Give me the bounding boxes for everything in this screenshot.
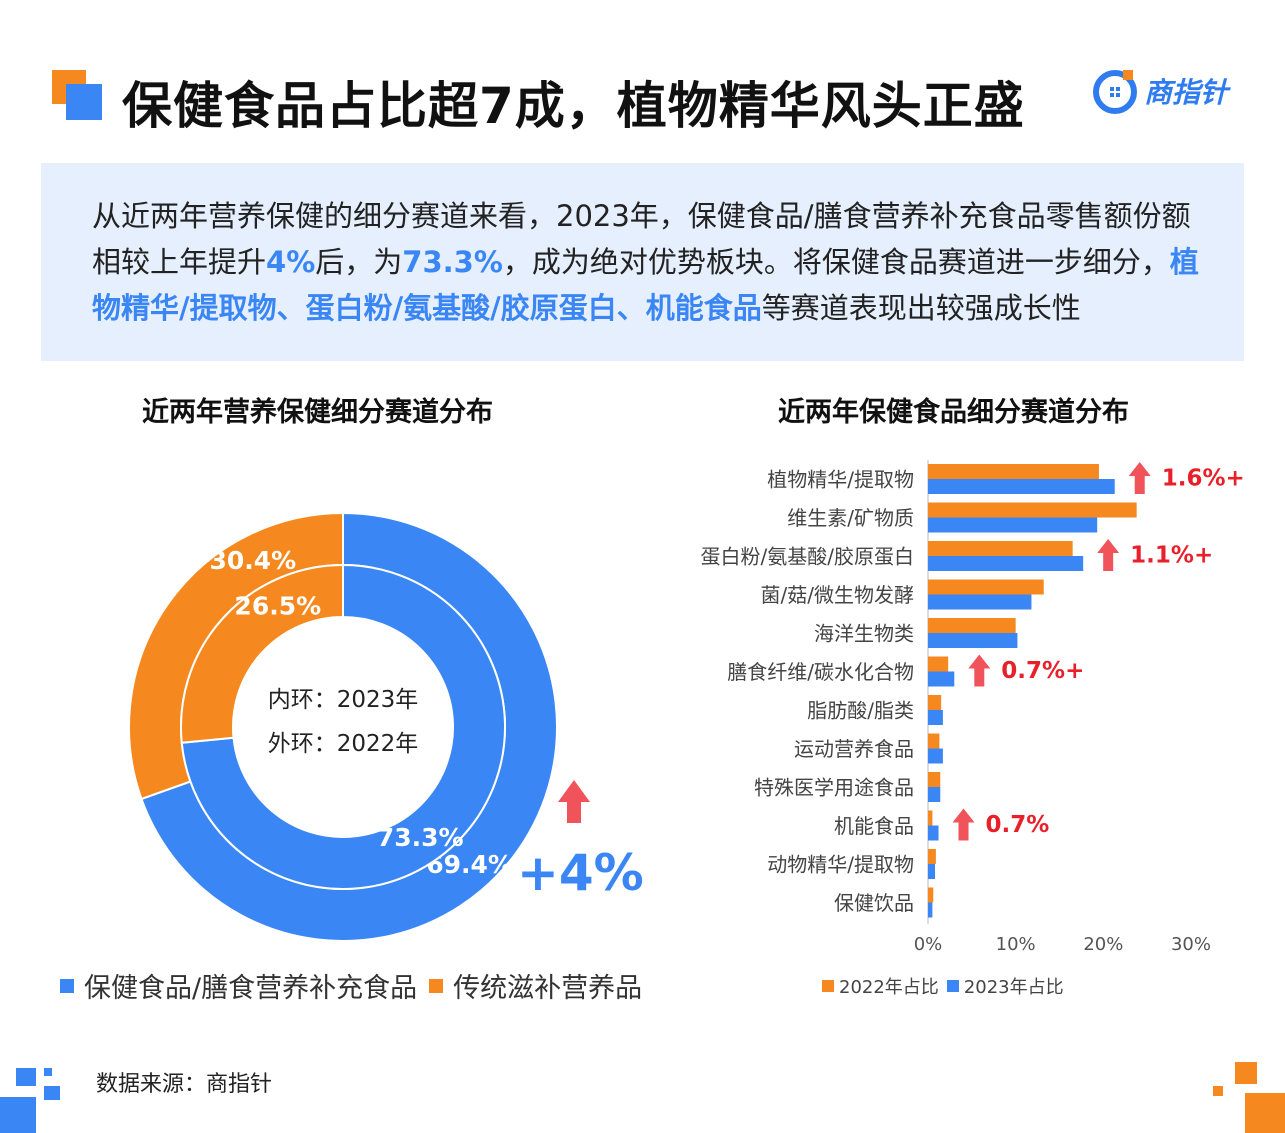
category-label: 植物精华/提取物	[767, 468, 914, 492]
donut-center-label: 内环：2023年	[268, 687, 419, 713]
corner-decoration	[44, 1086, 60, 1100]
summary-part: 等赛道表现出较强成长性	[761, 291, 1081, 325]
bar-2022	[928, 541, 1073, 556]
category-label: 保健饮品	[834, 891, 914, 915]
growth-annotation: 1.1%+	[1130, 543, 1213, 569]
bar-2023	[928, 902, 933, 918]
summary-part: 从近两年营养保健的细分赛道来看，2023年，保健食品/膳食营养补充食品零售额份额…	[92, 199, 1191, 279]
x-tick-label: 10%	[996, 934, 1036, 955]
corner-decoration	[16, 1068, 36, 1086]
donut-chart-title: 近两年营养保健细分赛道分布	[142, 397, 493, 428]
compass-logo-icon	[1093, 70, 1137, 114]
bar-2023	[928, 710, 943, 725]
legend-label: 保健食品/膳食营养补充食品	[84, 973, 418, 1004]
corner-decoration	[1213, 1086, 1223, 1096]
growth-annotation: 0.7%+	[1001, 658, 1084, 684]
corner-decoration	[1245, 1093, 1285, 1133]
category-label: 机能食品	[834, 814, 914, 838]
bar-2023	[928, 594, 1032, 610]
brand-logo: 商指针	[1090, 66, 1228, 116]
legend-swatch-blue	[946, 980, 959, 992]
bar-2022	[928, 772, 941, 787]
bar-2022	[928, 733, 940, 749]
donut-label-outer-1: 30.4%	[210, 546, 297, 575]
category-label: 蛋白粉/氨基酸/胶原蛋白	[701, 545, 914, 569]
bar-2022	[928, 849, 936, 864]
summary-part: ，成为绝对优势板块。将保健食品赛道进一步细分，	[502, 245, 1170, 279]
summary-highlight: 4%	[266, 245, 316, 279]
corner-decoration	[1235, 1062, 1257, 1084]
title-decoration-blue	[66, 84, 102, 120]
legend-label: 2022年占比	[839, 977, 939, 998]
x-tick-label: 20%	[1083, 934, 1123, 955]
donut-center-label: 外环：2022年	[268, 731, 419, 757]
bar-2022	[928, 656, 949, 672]
donut-segment-inner-1	[180, 563, 344, 744]
category-label: 动物精华/提取物	[767, 853, 914, 877]
summary-part: 后，为	[315, 245, 403, 279]
corner-decoration	[0, 1097, 36, 1133]
data-source: 数据来源：商指针	[96, 1072, 273, 1097]
page-title: 保健食品占比超7成，植物精华风头正盛	[122, 77, 1025, 135]
growth-annotation: 0.7%	[986, 812, 1050, 838]
legend-swatch-orange	[822, 980, 834, 992]
summary-text: 从近两年营养保健的细分赛道来看，2023年，保健食品/膳食营养补充食品零售额份额…	[92, 193, 1212, 331]
bar-2023	[928, 864, 936, 879]
bar-legend: 2022年占比 2023年占比	[822, 973, 1064, 999]
bar-2022	[928, 810, 933, 826]
bar-2022	[928, 502, 1137, 518]
up-arrow-icon	[1128, 462, 1151, 494]
up-arrow-icon	[558, 780, 590, 823]
growth-annotation: +4%	[517, 844, 644, 902]
category-label: 脂肪酸/脂类	[807, 699, 914, 723]
donut-legend: 保健食品/膳食营养补充食品 传统滋补营养品	[60, 966, 642, 1005]
bar-2023	[928, 633, 1018, 648]
bar-2023	[928, 479, 1115, 494]
category-label: 菌/菇/微生物发酵	[761, 583, 914, 607]
corner-decoration	[44, 1068, 52, 1076]
bar-2023	[928, 748, 943, 764]
summary-highlight: 73.3%	[402, 245, 503, 279]
donut-segment-inner-0	[180, 563, 506, 890]
bar-2023	[928, 517, 1098, 533]
bar-2022	[928, 618, 1016, 633]
bar-2022	[928, 464, 1099, 479]
donut-label-inner-1: 26.5%	[234, 592, 321, 621]
category-label: 特殊医学用途食品	[754, 776, 914, 800]
donut-label-inner-0: 73.3%	[377, 823, 464, 852]
x-tick-label: 0%	[914, 934, 943, 955]
growth-annotation: 1.6%+	[1162, 466, 1245, 492]
bar-2022	[928, 887, 934, 903]
bar-2023	[928, 556, 1084, 571]
up-arrow-icon	[968, 654, 991, 687]
bar-2023	[928, 787, 941, 802]
summary-box	[41, 163, 1244, 361]
summary-highlight: 植物精华/提取物、蛋白粉/氨基酸/胶原蛋白、机能食品	[92, 245, 1199, 325]
category-label: 运动营养食品	[794, 737, 914, 761]
x-tick-label: 30%	[1171, 934, 1211, 955]
category-label: 膳食纤维/碳水化合物	[727, 660, 914, 684]
bar-chart-title: 近两年保健食品细分赛道分布	[778, 397, 1129, 428]
category-label: 海洋生物类	[814, 622, 914, 646]
legend-label: 2023年占比	[963, 977, 1064, 998]
legend-swatch-blue	[60, 978, 74, 993]
bar-2023	[928, 671, 955, 687]
bar-2022	[928, 695, 942, 710]
legend-label: 传统滋补营养品	[453, 973, 643, 1004]
bar-chart: 植物精华/提取物维生素/矿物质蛋白粉/氨基酸/胶原蛋白菌/菇/微生物发酵海洋生物…	[701, 460, 1245, 955]
up-arrow-icon	[1097, 539, 1120, 571]
up-arrow-icon	[952, 808, 975, 841]
category-label: 维生素/矿物质	[787, 506, 914, 530]
bar-2023	[928, 825, 939, 841]
legend-swatch-orange	[429, 978, 444, 993]
bar-2022	[928, 579, 1044, 595]
logo-text: 商指针	[1144, 76, 1229, 109]
